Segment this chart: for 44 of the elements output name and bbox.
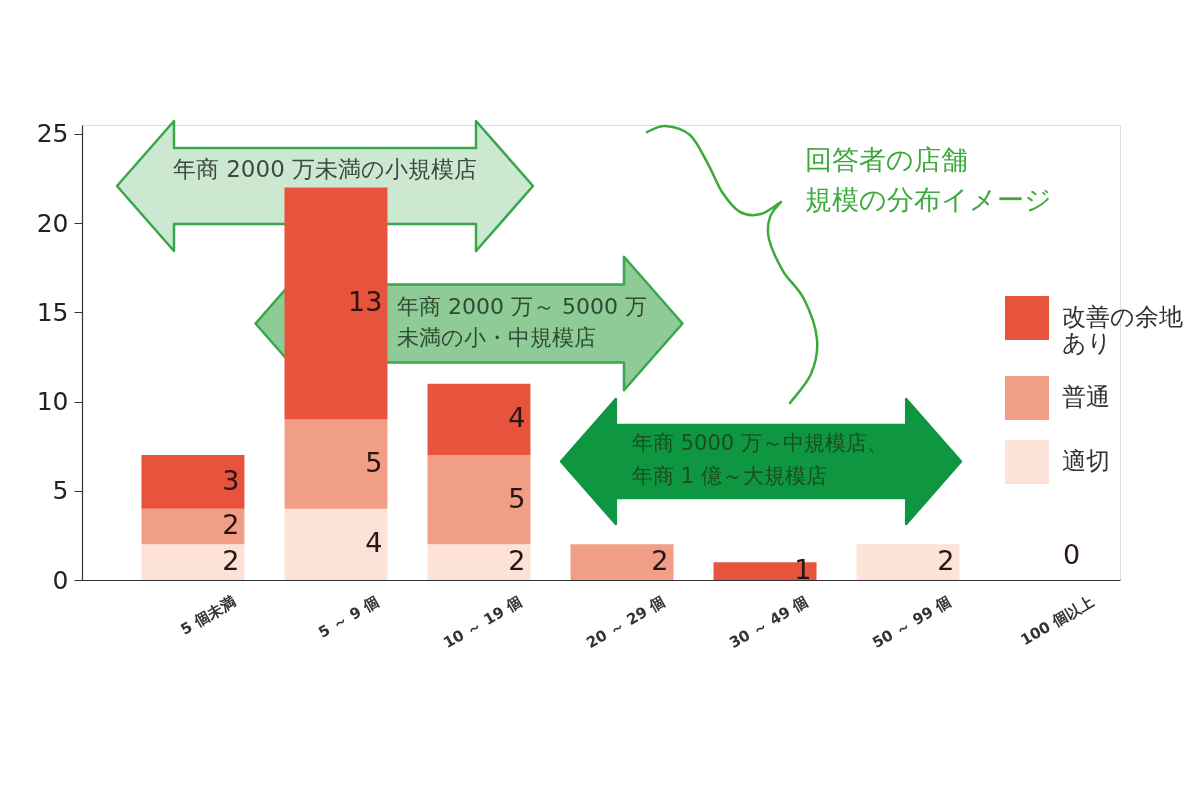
data-label: 4 [365,527,383,559]
bar [856,544,960,580]
data-label: 13 [348,286,383,318]
bar [284,508,388,580]
data-label: 4 [508,402,526,434]
y-tick-label: 0 [52,565,69,595]
legend-label: 改善の余地あり [1062,303,1183,357]
x-tick-label: 10 ～ 19 個 [440,592,525,653]
bar [141,544,245,580]
bar [427,383,531,456]
y-tick-label: 5 [52,476,69,506]
bar [427,544,531,580]
data-label: 2 [508,545,526,577]
data-label: 1 [794,554,812,586]
x-tick-label: 5 ～ 9 個 [315,592,382,642]
annotation: 年商 5000 万～中規模店、年商 1 億～大規模店 [632,431,888,488]
x-tick-label: 20 ～ 29 個 [583,592,669,653]
annotation: 年商 2000 万～ 5000 万未満の小・中規模店 [397,294,647,350]
bar [141,508,245,545]
bar [427,455,531,545]
data-label: 3 [222,464,240,496]
y-tick-label: 10 [36,387,69,417]
legend-label: 適切 [1062,447,1110,475]
data-label: 2 [222,509,240,541]
legend-label: 普通 [1062,383,1110,411]
x-tick-label: 30 ～ 49 個 [726,592,812,653]
x-tick-label: 5 個未満 [177,592,239,639]
bar [284,187,388,420]
annotation: 回答者の店舗規模の分布イメージ [805,144,1052,215]
x-tick-label: 100 個以上 [1017,592,1098,650]
bar [141,455,245,509]
y-tick-label: 15 [36,297,69,327]
data-label: 2 [937,545,955,577]
data-label: 5 [365,447,383,479]
text: 0 [1063,539,1081,570]
data-label: 5 [508,482,526,514]
data-label: 2 [651,545,669,577]
annotation: 年商 2000 万未満の小規模店 [172,156,478,182]
bar [284,419,388,509]
y-tick-label: 25 [36,119,69,149]
data-label: 2 [222,545,240,577]
x-tick-label: 50 ～ 99 個 [869,592,955,653]
y-tick-label: 20 [36,208,69,238]
bar [570,544,674,580]
